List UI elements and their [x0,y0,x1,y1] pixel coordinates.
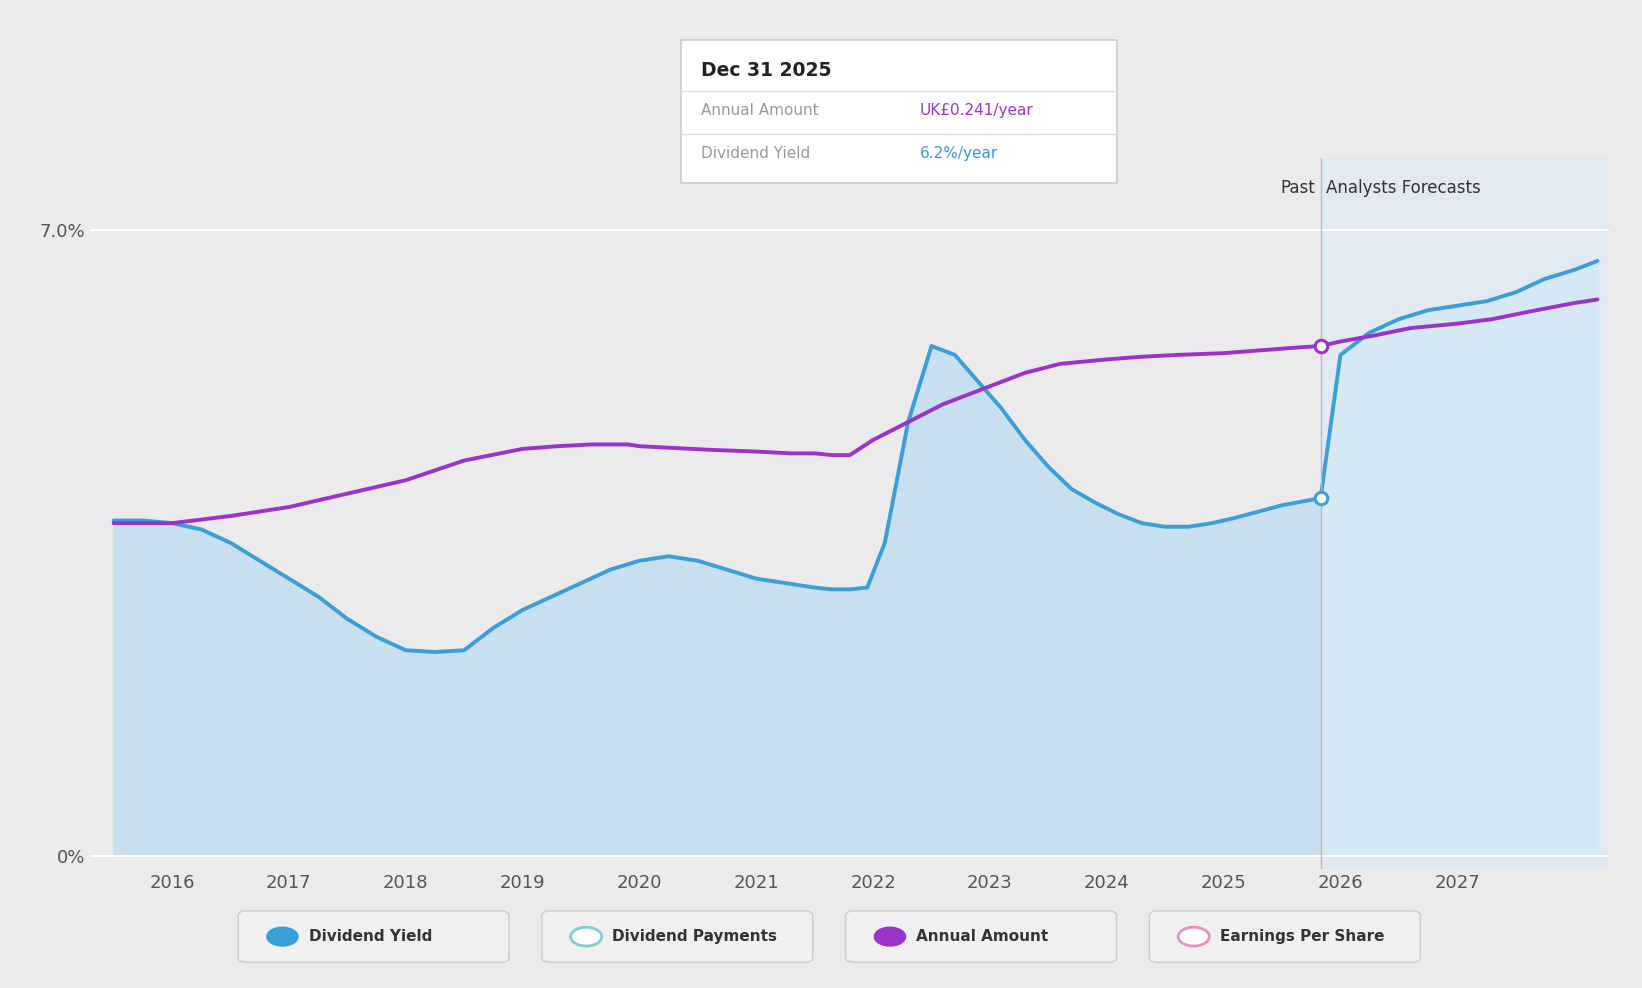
Bar [1320,158,1609,869]
Text: Dec 31 2025: Dec 31 2025 [701,61,831,80]
Text: Earnings Per Share: Earnings Per Share [1220,929,1384,945]
Text: Dividend Payments: Dividend Payments [612,929,777,945]
Text: Dividend Yield: Dividend Yield [701,146,811,161]
Text: Annual Amount: Annual Amount [701,103,819,118]
Text: Analysts Forecasts: Analysts Forecasts [1327,179,1481,197]
Text: UK£0.241/year: UK£0.241/year [920,103,1033,118]
Text: 6.2%/year: 6.2%/year [920,146,998,161]
Text: Dividend Yield: Dividend Yield [309,929,432,945]
Text: Past: Past [1281,179,1315,197]
Text: Annual Amount: Annual Amount [916,929,1049,945]
